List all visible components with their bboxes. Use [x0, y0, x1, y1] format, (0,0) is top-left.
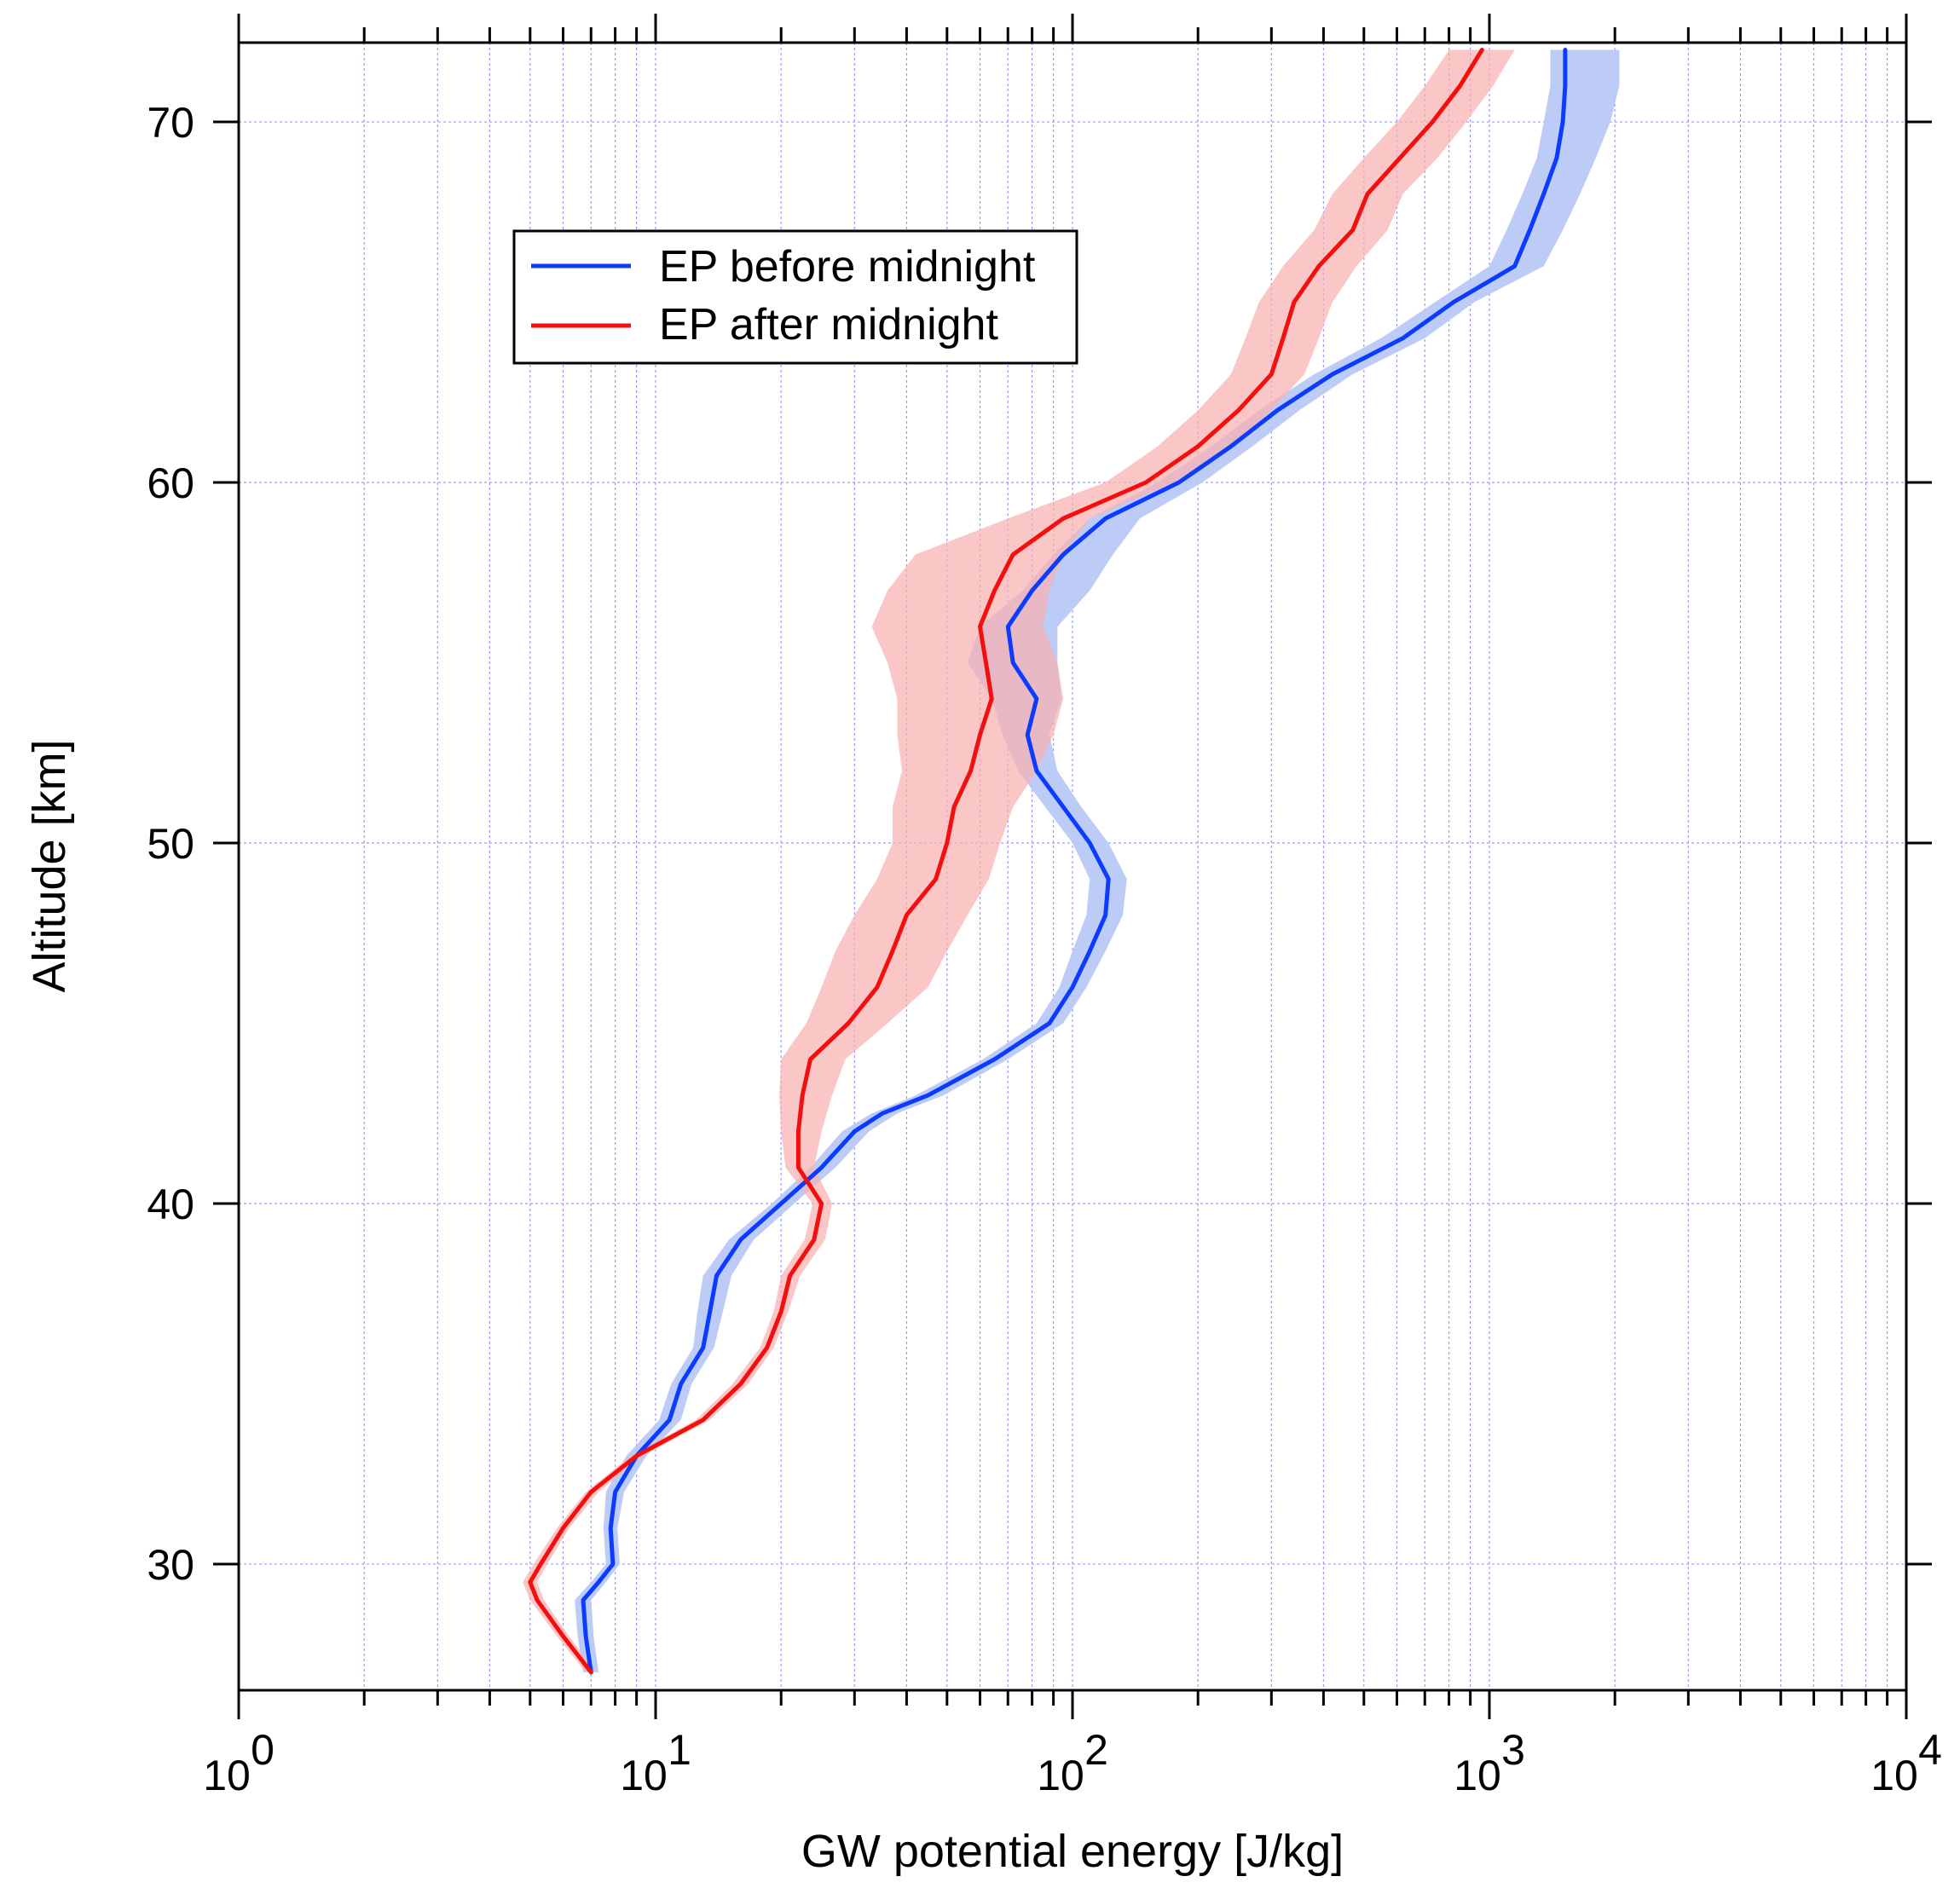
- x-tick-label: 10: [620, 1752, 668, 1799]
- y-tick-label: 40: [147, 1181, 194, 1228]
- x-tick-label: 10: [1454, 1752, 1501, 1799]
- y-tick-label: 50: [147, 820, 194, 868]
- x-tick-label-exponent: 1: [668, 1726, 691, 1774]
- x-tick-label: 10: [203, 1752, 251, 1799]
- y-tick-label: 30: [147, 1541, 194, 1589]
- line-after-midnight: [528, 48, 1484, 1675]
- x-tick-label-exponent: 0: [251, 1726, 275, 1774]
- line-before-midnight: [581, 48, 1568, 1675]
- x-tick-label-exponent: 4: [1918, 1726, 1942, 1774]
- x-tick-label-exponent: 3: [1501, 1726, 1525, 1774]
- x-tick-label: 10: [1037, 1752, 1084, 1799]
- y-axis-title: Altitude [km]: [24, 739, 75, 992]
- y-tick-label: 70: [147, 99, 194, 147]
- legend: EP before midnight EP after midnight: [512, 229, 1078, 365]
- y-tick-label: 60: [147, 459, 194, 507]
- legend-label-before-midnight: EP before midnight: [659, 242, 1036, 292]
- legend-label-after-midnight: EP after midnight: [659, 300, 998, 349]
- axis-ticks: [213, 14, 1932, 1719]
- legend-box: [512, 229, 1078, 365]
- series-lines: [528, 48, 1568, 1675]
- x-axis-title: GW potential energy [J/kg]: [801, 1826, 1344, 1877]
- x-tick-label-exponent: 2: [1084, 1726, 1108, 1774]
- x-tick-label: 10: [1870, 1752, 1918, 1799]
